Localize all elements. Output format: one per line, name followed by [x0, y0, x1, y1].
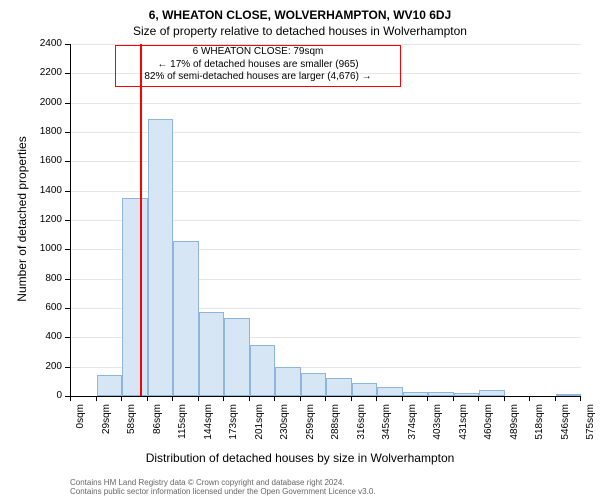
x-tick-mark: [453, 396, 454, 401]
annotation-line-1: 6 WHEATON CLOSE: 79sqm: [116, 46, 400, 59]
x-tick-label: 259sqm: [305, 404, 316, 449]
footer-text: Contains HM Land Registry data © Crown c…: [70, 478, 376, 496]
x-tick-mark: [402, 396, 403, 401]
x-tick-label: 403sqm: [432, 404, 443, 449]
x-tick-label: 86sqm: [152, 404, 163, 449]
x-tick-label: 518sqm: [534, 404, 545, 449]
y-tick-label: 2000: [30, 97, 62, 108]
y-tick-mark: [65, 44, 70, 45]
y-tick-label: 1000: [30, 243, 62, 254]
x-tick-mark: [325, 396, 326, 401]
y-tick-mark: [65, 220, 70, 221]
x-tick-mark: [376, 396, 377, 401]
x-tick-label: 230sqm: [279, 404, 290, 449]
y-tick-mark: [65, 191, 70, 192]
x-tick-label: 575sqm: [585, 404, 596, 449]
x-tick-label: 431sqm: [458, 404, 469, 449]
x-tick-mark: [172, 396, 173, 401]
histogram-bar: [275, 367, 301, 396]
x-tick-mark: [529, 396, 530, 401]
x-tick-label: 288sqm: [330, 404, 341, 449]
x-tick-mark: [351, 396, 352, 401]
y-axis-label: Number of detached properties: [15, 43, 29, 395]
grid-line: [71, 103, 581, 104]
x-tick-mark: [147, 396, 148, 401]
x-tick-mark: [96, 396, 97, 401]
histogram-bar: [326, 378, 352, 396]
histogram-bar: [556, 394, 582, 396]
x-tick-mark: [70, 396, 71, 401]
x-tick-label: 316sqm: [356, 404, 367, 449]
y-tick-label: 800: [30, 273, 62, 284]
y-tick-mark: [65, 132, 70, 133]
histogram-bar: [250, 345, 276, 396]
x-axis-label: Distribution of detached houses by size …: [0, 451, 600, 465]
y-tick-label: 1800: [30, 126, 62, 137]
x-tick-label: 58sqm: [126, 404, 137, 449]
x-tick-label: 460sqm: [483, 404, 494, 449]
x-tick-mark: [121, 396, 122, 401]
y-tick-label: 1200: [30, 214, 62, 225]
histogram-bar: [479, 390, 505, 396]
x-tick-mark: [427, 396, 428, 401]
histogram-bar: [97, 375, 123, 396]
y-tick-label: 1600: [30, 155, 62, 166]
x-tick-mark: [504, 396, 505, 401]
annotation-line-2: ← 17% of detached houses are smaller (96…: [116, 59, 400, 72]
y-tick-label: 2200: [30, 67, 62, 78]
x-tick-mark: [555, 396, 556, 401]
x-tick-mark: [274, 396, 275, 401]
y-tick-mark: [65, 161, 70, 162]
x-tick-mark: [198, 396, 199, 401]
x-tick-mark: [223, 396, 224, 401]
x-tick-mark: [580, 396, 581, 401]
footer-line-2: Contains public sector information licen…: [70, 487, 376, 496]
histogram-bar: [224, 318, 250, 396]
histogram-bar: [148, 119, 174, 396]
histogram-bar: [173, 241, 199, 396]
y-tick-label: 0: [30, 390, 62, 401]
x-tick-label: 173sqm: [228, 404, 239, 449]
y-tick-label: 1400: [30, 185, 62, 196]
histogram-bar: [454, 393, 480, 396]
x-tick-label: 374sqm: [407, 404, 418, 449]
chart-container: 6, WHEATON CLOSE, WOLVERHAMPTON, WV10 6D…: [0, 0, 600, 500]
y-tick-label: 600: [30, 302, 62, 313]
x-tick-mark: [478, 396, 479, 401]
y-tick-mark: [65, 73, 70, 74]
x-tick-label: 115sqm: [177, 404, 188, 449]
x-tick-label: 546sqm: [560, 404, 571, 449]
histogram-bar: [377, 387, 403, 396]
x-tick-label: 489sqm: [509, 404, 520, 449]
y-tick-mark: [65, 337, 70, 338]
y-tick-label: 2400: [30, 38, 62, 49]
histogram-bar: [352, 383, 378, 396]
y-tick-mark: [65, 249, 70, 250]
x-tick-label: 345sqm: [381, 404, 392, 449]
x-tick-label: 144sqm: [203, 404, 214, 449]
y-tick-mark: [65, 103, 70, 104]
y-tick-mark: [65, 367, 70, 368]
property-marker-line: [140, 44, 142, 396]
y-tick-mark: [65, 308, 70, 309]
annotation-line-3: 82% of semi-detached houses are larger (…: [116, 71, 400, 84]
x-tick-mark: [249, 396, 250, 401]
annotation-box: 6 WHEATON CLOSE: 79sqm ← 17% of detached…: [115, 45, 401, 87]
x-tick-label: 0sqm: [75, 404, 86, 449]
histogram-bar: [428, 392, 454, 396]
histogram-bar: [199, 312, 225, 396]
x-tick-mark: [300, 396, 301, 401]
histogram-bar: [403, 392, 429, 396]
x-tick-label: 201sqm: [254, 404, 265, 449]
x-tick-label: 29sqm: [101, 404, 112, 449]
chart-title: 6, WHEATON CLOSE, WOLVERHAMPTON, WV10 6D…: [0, 8, 600, 22]
y-tick-mark: [65, 279, 70, 280]
y-tick-label: 200: [30, 361, 62, 372]
footer-line-1: Contains HM Land Registry data © Crown c…: [70, 478, 376, 487]
histogram-bar: [122, 198, 148, 396]
histogram-bar: [301, 373, 327, 396]
y-tick-label: 400: [30, 331, 62, 342]
chart-subtitle: Size of property relative to detached ho…: [0, 24, 600, 38]
plot-area: [70, 44, 581, 397]
